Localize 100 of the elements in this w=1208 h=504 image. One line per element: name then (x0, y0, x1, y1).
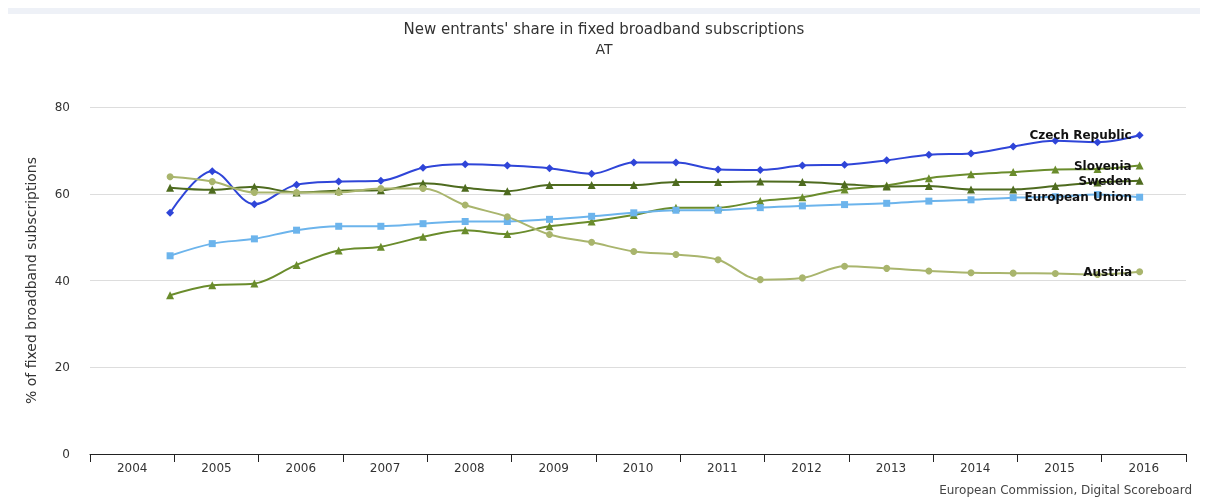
point (967, 196, 975, 204)
point (588, 212, 596, 220)
x-tick-label: 2009 (538, 461, 569, 475)
point (293, 226, 301, 234)
series-label: Czech Republic (1029, 128, 1132, 143)
y-tick-label: 40 (54, 273, 70, 288)
point (629, 158, 638, 167)
point (967, 185, 976, 194)
point (714, 256, 722, 264)
point (250, 235, 258, 243)
point (630, 247, 638, 255)
point (587, 181, 596, 190)
point (1135, 161, 1144, 170)
point (1136, 268, 1144, 276)
point (629, 181, 638, 190)
x-tick-label: 2013 (875, 461, 907, 475)
point (798, 161, 807, 170)
point (545, 222, 554, 231)
point (756, 177, 765, 186)
point (1009, 269, 1017, 277)
x-tick-label: 2011 (707, 461, 738, 475)
point (1136, 193, 1144, 201)
point (1009, 142, 1018, 151)
point (250, 188, 258, 196)
point (292, 180, 301, 189)
point (883, 199, 891, 207)
point (714, 178, 723, 187)
point (925, 267, 933, 275)
point (250, 200, 259, 209)
x-tick-label: 2004 (116, 461, 148, 475)
point (588, 238, 596, 246)
point (756, 276, 764, 284)
point (503, 213, 511, 221)
point (503, 161, 512, 170)
x-tick-label: 2012 (791, 461, 822, 475)
point (461, 160, 470, 169)
point (461, 218, 469, 226)
point (756, 165, 765, 174)
point (967, 149, 976, 158)
x-tick-label: 2010 (622, 461, 654, 475)
point (545, 164, 554, 173)
point (1135, 131, 1144, 140)
point (967, 269, 975, 277)
y-tick-label: 80 (54, 100, 70, 114)
point (1009, 194, 1017, 202)
y-tick-label: 0 (62, 447, 70, 461)
point (1009, 168, 1018, 177)
point (756, 204, 764, 212)
y-tick-label: 60 (54, 186, 70, 201)
chart-subtitle: AT (595, 41, 613, 57)
point (798, 178, 807, 187)
point (714, 165, 723, 174)
point (672, 250, 680, 258)
point (335, 222, 343, 230)
point (166, 173, 174, 181)
y-axis-title: % of fixed broadband subscriptions (23, 156, 39, 405)
point (334, 177, 343, 186)
point (1051, 270, 1059, 278)
point (798, 193, 807, 202)
point (461, 226, 470, 235)
point (208, 178, 216, 186)
point (166, 208, 175, 217)
point (840, 180, 849, 189)
point (671, 178, 680, 187)
point (166, 252, 174, 260)
point (545, 231, 553, 239)
x-tick-label: 2014 (959, 461, 991, 475)
point (208, 240, 216, 248)
point (166, 291, 175, 300)
point (208, 167, 217, 176)
point (461, 183, 470, 192)
point (419, 185, 427, 193)
point (841, 201, 849, 209)
point (967, 170, 976, 179)
point (292, 260, 301, 269)
point (545, 215, 553, 223)
point (671, 158, 680, 167)
x-tick-label: 2007 (369, 461, 401, 475)
point (798, 274, 806, 282)
point (924, 174, 933, 183)
point (882, 156, 891, 165)
point (924, 181, 933, 190)
y-tick-label: 20 (54, 360, 70, 375)
point (377, 222, 385, 230)
point (587, 169, 596, 178)
point (841, 262, 849, 270)
x-tick-label: 2008 (454, 461, 485, 475)
x-tick-label: 2005 (201, 461, 232, 475)
point (1051, 181, 1060, 190)
point (208, 185, 217, 194)
point (461, 201, 469, 209)
point (250, 279, 259, 288)
point (503, 230, 512, 239)
point (924, 150, 933, 159)
point (419, 163, 428, 172)
text: European Commission, Digital Scoreboard (939, 483, 1193, 497)
point (419, 220, 427, 228)
point (840, 160, 849, 169)
point (925, 197, 933, 205)
x-tick-label: 2015 (1044, 461, 1075, 475)
